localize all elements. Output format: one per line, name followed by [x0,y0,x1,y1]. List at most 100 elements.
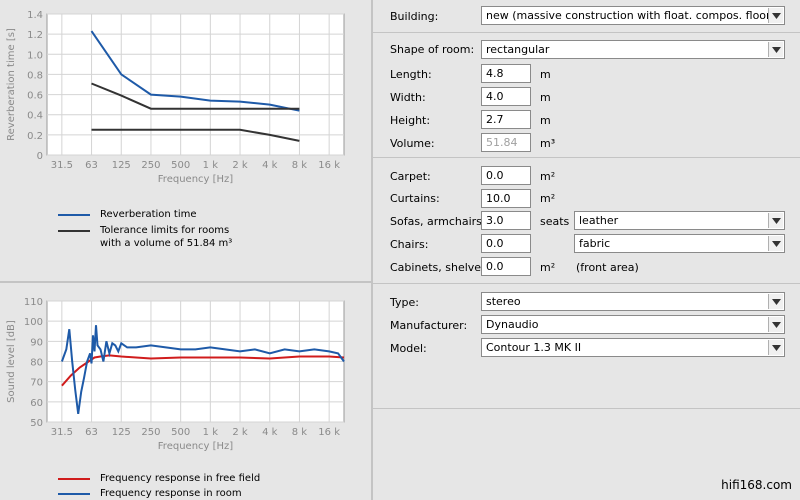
curtains-unit: m² [540,192,556,205]
series-line-2 [91,128,300,142]
y-tick-label: 70 [30,378,43,389]
legend-line-free-field [58,478,90,480]
chevron-down-icon[interactable] [768,340,783,355]
reverberation-chart: 31.5 63 125 250 500 1 k 2 k 4 k 8 k 16 k 0 0.2 0.4 0.… [6,10,345,185]
chevron-down-icon[interactable] [768,213,783,228]
legend-free-field: Frequency response in free field [58,472,260,485]
x-tick-label: 31.5 [51,160,73,171]
curtains-input[interactable]: 10.0 [481,189,531,208]
height-unit: m [540,114,551,127]
y-axis-label: Sound level [dB] [6,320,17,403]
length-unit: m [540,68,551,81]
cabinets-unit: m² [540,261,556,274]
manufacturer-label: Manufacturer: [390,319,468,332]
legend-in-room: Frequency response in room [58,487,242,500]
right-divider-2 [373,157,800,158]
y-tick-label: 60 [30,398,43,409]
type-value: stereo [486,295,521,308]
sofas-label: Sofas, armchairs: [390,215,486,228]
x-tick-label: 500 [171,427,190,438]
building-label: Building: [390,10,439,23]
chairs-input[interactable]: 0.0 [481,234,531,253]
left-horizontal-divider [0,281,371,283]
carpet-unit: m² [540,170,556,183]
height-input[interactable]: 2.7 [481,110,531,129]
y-tick-label: 0.4 [27,111,43,122]
legend-line-reverberation [58,214,90,216]
shape-value: rectangular [486,43,550,56]
building-value: new (massive construction with float. co… [486,9,775,22]
width-label: Width: [390,91,426,104]
y-tick-label: 80 [30,358,43,369]
chevron-down-icon[interactable] [768,42,783,57]
x-tick-label: 16 k [318,427,340,438]
x-axis-label: Frequency [Hz] [158,174,234,185]
legend-line-tolerance [58,230,90,232]
legend-tolerance-limits: Tolerance limits for rooms with a volume… [58,224,232,250]
cabinets-label: Cabinets, shelves: [390,261,491,274]
series-line-1 [91,82,300,110]
x-tick-label: 16 k [318,160,340,171]
watermark: hifi168.com [721,478,792,492]
cabinets-input[interactable]: 0.0 [481,257,531,276]
right-divider-1 [373,32,800,33]
sofas-material-select[interactable]: leather [574,211,785,230]
y-tick-label: 100 [24,317,43,328]
sofas-unit: seats [540,215,570,228]
x-tick-label: 8 k [292,427,308,438]
sofas-material-value: leather [579,214,619,227]
x-tick-label: 63 [85,160,98,171]
right-divider-3 [373,283,800,284]
carpet-label: Carpet: [390,170,431,183]
frequency-response-chart: 31.5 63 125 250 500 1 k 2 k 4 k 8 k 16 k 50 60 70 80 9… [6,297,345,452]
legend-line-in-room [58,493,90,495]
y-tick-label: 0 [37,151,43,162]
x-tick-label: 125 [112,427,131,438]
model-select[interactable]: Contour 1.3 MK II [481,338,785,357]
chairs-material-select[interactable]: fabric [574,234,785,253]
manufacturer-value: Dynaudio [486,318,539,331]
carpet-input[interactable]: 0.0 [481,166,531,185]
x-tick-label: 1 k [203,160,219,171]
x-tick-label: 8 k [292,160,308,171]
y-tick-label: 110 [24,297,43,308]
x-tick-label: 2 k [232,160,248,171]
x-tick-label: 500 [171,160,190,171]
chevron-down-icon[interactable] [768,317,783,332]
width-input[interactable]: 4.0 [481,87,531,106]
shape-select[interactable]: rectangular [481,40,785,59]
type-select[interactable]: stereo [481,292,785,311]
model-value: Contour 1.3 MK II [486,341,582,354]
x-tick-label: 250 [141,427,160,438]
width-unit: m [540,91,551,104]
chevron-down-icon[interactable] [768,294,783,309]
y-tick-label: 0.2 [27,131,43,142]
shape-label: Shape of room: [390,43,475,56]
y-tick-label: 1.0 [27,50,43,61]
series-line-0 [90,30,300,112]
x-tick-label: 1 k [203,427,219,438]
length-input[interactable]: 4.8 [481,64,531,83]
right-divider-4 [373,408,800,409]
legend-label-tolerance: Tolerance limits for rooms with a volume… [100,225,233,249]
curtains-label: Curtains: [390,192,440,205]
x-tick-label: 2 k [232,427,248,438]
cabinets-note: (front area) [576,261,639,274]
x-tick-label: 4 k [262,427,278,438]
series-line-0 [61,354,345,387]
legend-reverberation-time: Reverberation time [58,208,197,221]
manufacturer-select[interactable]: Dynaudio [481,315,785,334]
x-tick-label: 31.5 [51,427,73,438]
volume-field: 51.84 [481,133,531,152]
y-tick-label: 1.2 [27,30,43,41]
building-select[interactable]: new (massive construction with float. co… [481,6,785,25]
x-axis-label: Frequency [Hz] [158,441,234,452]
chevron-down-icon[interactable] [768,236,783,251]
sofas-input[interactable]: 3.0 [481,211,531,230]
legend-label-in-room: Frequency response in room [100,488,242,499]
series-line-1 [60,325,345,415]
height-label: Height: [390,114,431,127]
chevron-down-icon[interactable] [768,8,783,23]
y-tick-label: 50 [30,418,43,429]
model-label: Model: [390,342,427,355]
